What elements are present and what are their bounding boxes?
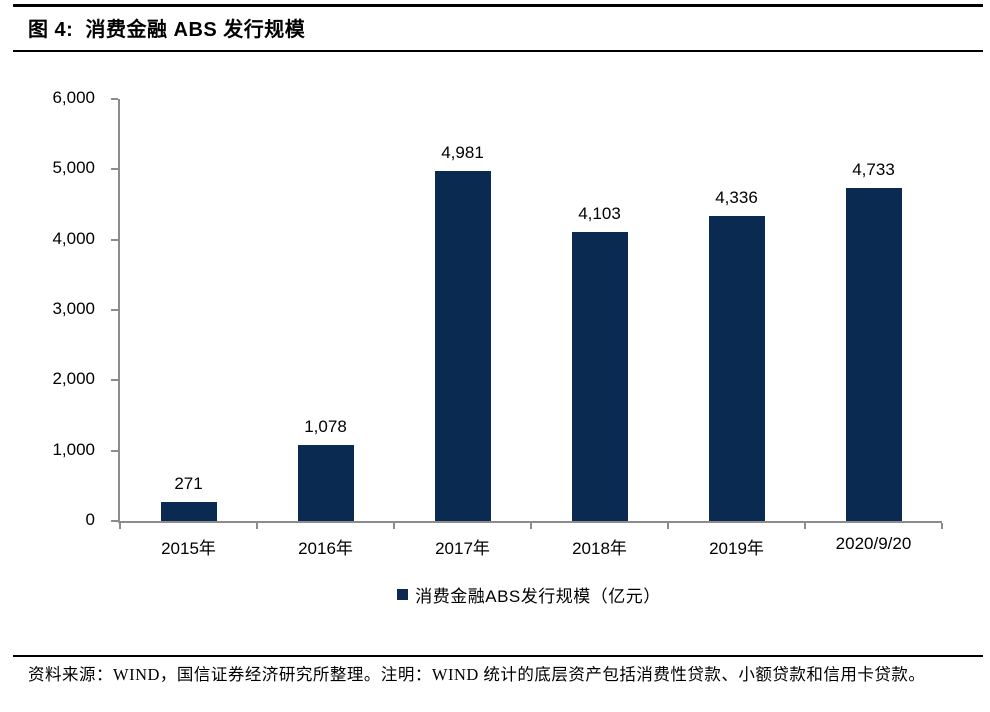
bar [160,501,217,521]
y-axis-tick-mark [111,449,118,452]
x-axis-tick-mark [255,523,258,529]
x-axis-tick-label: 2016年 [298,539,353,558]
legend-series-marker-icon [397,589,409,600]
legend-series-label: 消费金融ABS发行规模（亿元） [415,587,661,606]
bar-value-label: 4,733 [852,160,895,180]
bar-value-label: 4,981 [441,142,484,162]
y-axis-tick-mark [111,98,118,100]
x-axis-tick-label: 2019年 [709,539,764,558]
category-slot: 4,981 2017年 [394,99,531,558]
bar [297,445,354,521]
title-divider-rule [13,50,983,52]
x-axis-tick-mark [392,523,395,529]
x-axis-tick-label: 2015年 [161,539,216,558]
x-axis-tick-label: 2018年 [572,539,627,558]
plot-area: 271 2015年 1,078 2016年 4,981 2017年 4,103 2018年 4,… [111,98,943,558]
y-axis-tick-mark [111,309,118,311]
top-border-rule [13,4,983,7]
x-axis-tick-mark [941,523,943,529]
y-axis-tick-label: 4,000 [52,228,95,248]
y-axis-tick-mark [111,238,118,241]
x-axis-tick-mark [530,523,532,529]
y-axis-tick-label: 0 [85,510,95,529]
bar-value-label: 4,336 [715,188,758,207]
bar-value-label: 1,078 [304,417,347,437]
category-slot: 4,336 2019年 [668,99,805,558]
bar [571,232,628,521]
y-axis-tick-mark [111,168,118,171]
y-axis-tick-label: 5,000 [52,158,95,178]
bar-value-label: 271 [174,473,203,493]
y-axis-tick-label: 1,000 [52,439,95,459]
category-slot: 271 2015年 [120,99,257,558]
bar [708,216,765,521]
bar [845,188,902,521]
category-slot: 4,733 2020/9/20 [805,99,942,553]
x-axis-tick-mark [804,523,806,529]
x-axis-tick-mark [119,523,121,529]
bar-value-label: 4,103 [578,204,621,224]
category-slot: 1,078 2016年 [257,99,394,558]
chart-legend: 消费金融ABS发行规模（亿元） [118,582,940,607]
bar [434,170,491,521]
x-axis-tick-label: 2020/9/20 [835,534,912,553]
y-axis-tick-label: 6,000 [52,88,95,107]
category-slot: 4,103 2018年 [531,99,668,558]
source-note: 资料来源：WIND，国信证券经济研究所整理。注明：WIND 统计的底层资产包括消… [28,665,926,684]
figure-title: 图 4: 消费金融 ABS 发行规模 [28,19,306,41]
x-axis-tick-label: 2017年 [435,539,490,558]
y-axis-tick-mark [111,520,118,522]
y-axis-tick-labels: 0 1,000 2,000 3,000 4,000 5,000 6,000 [0,88,118,529]
x-axis-tick-mark [666,523,669,529]
footer-divider-rule [13,655,983,657]
y-axis-tick-label: 2,000 [52,369,95,389]
y-axis-tick-mark [111,379,118,382]
y-axis-tick-label: 3,000 [52,299,95,318]
